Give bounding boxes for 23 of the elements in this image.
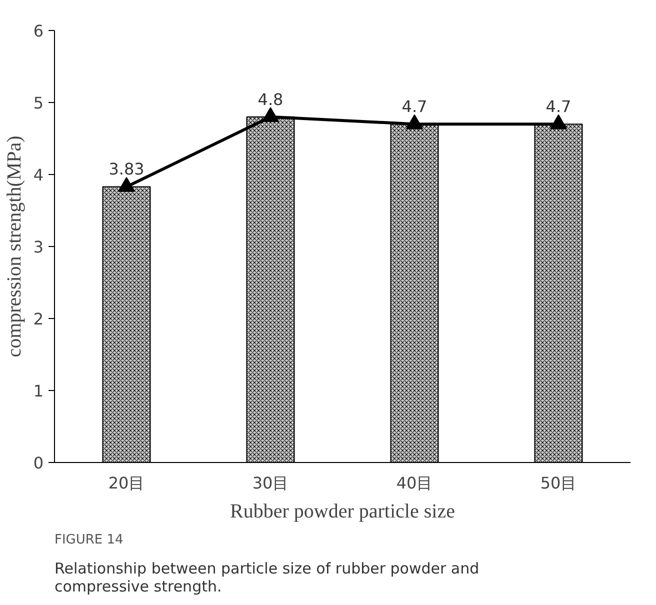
x-tick-label: 30目 — [252, 474, 289, 492]
data-label: 4.7 — [546, 97, 572, 116]
y-tick-label: 1 — [33, 382, 44, 400]
point — [262, 107, 279, 122]
x-axis-title: Rubber powder particle size — [230, 500, 456, 522]
y-tick-label: 3 — [33, 238, 44, 256]
x-tick-label: 20目 — [108, 474, 145, 492]
data-label: 4.7 — [402, 97, 428, 116]
point — [406, 114, 423, 130]
y-tick-label: 0 — [33, 454, 44, 472]
y-tick-label: 5 — [33, 94, 44, 112]
point — [550, 114, 567, 130]
data-label: 4.8 — [258, 90, 284, 109]
data-label: 3.83 — [108, 160, 144, 179]
y-tick-label: 6 — [33, 22, 44, 40]
y-tick-label: 2 — [33, 310, 44, 328]
x-tick-label: 50目 — [540, 474, 577, 492]
y-tick-label: 4 — [33, 166, 44, 184]
caption: FIGURE 14 — [54, 532, 124, 548]
point — [118, 177, 135, 192]
y-axis-title: compression strength(MPa) — [3, 136, 26, 358]
text: Relationship between particle size of rubber powder and compressive strength. — [54, 560, 480, 596]
x-tick-label: 40目 — [396, 474, 433, 492]
